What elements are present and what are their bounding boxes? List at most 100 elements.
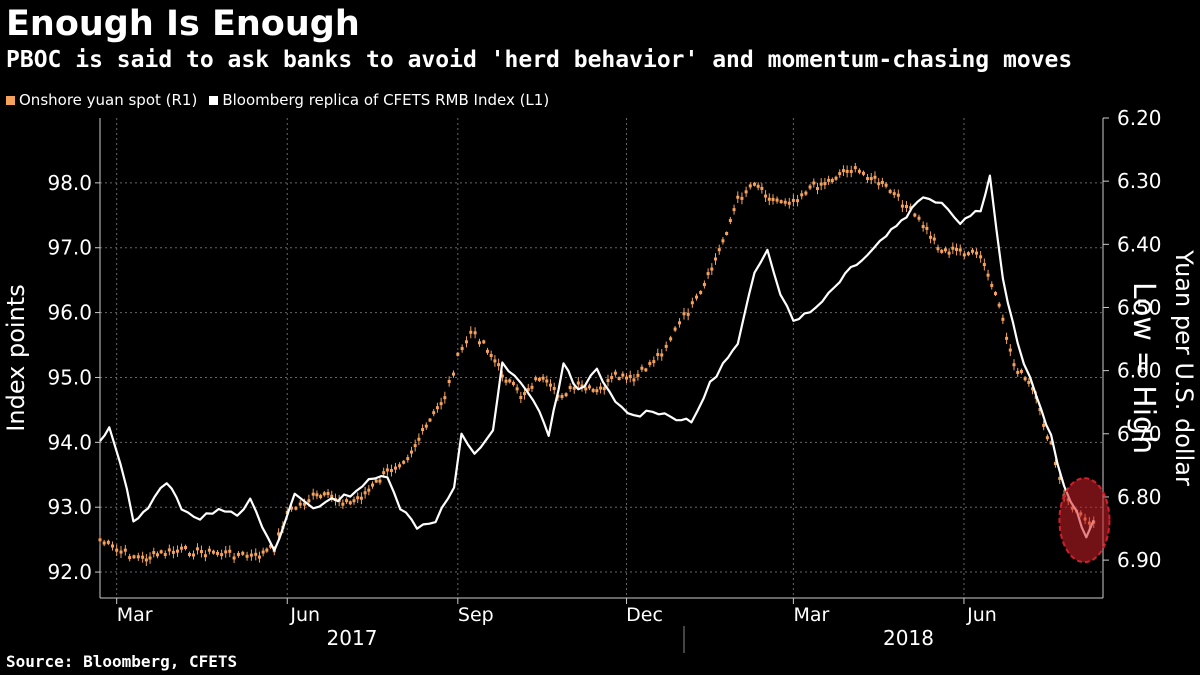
- yuan-candle-body: [417, 437, 421, 441]
- yuan-candle-body: [155, 553, 159, 557]
- yuan-candle-body: [580, 384, 584, 388]
- tick-label-left: 96.0: [47, 301, 92, 325]
- chart-grid: [100, 118, 1103, 598]
- yuan-candle-body: [673, 327, 677, 331]
- yuan-candle-body: [188, 553, 192, 557]
- yuan-candle-body: [447, 379, 451, 383]
- yuan-candle-body: [997, 303, 1001, 307]
- yuan-candle-body: [740, 196, 744, 200]
- yuan-candle-body: [341, 502, 345, 506]
- yuan-candle-body: [925, 226, 929, 230]
- yuan-candle-body: [1019, 369, 1023, 373]
- yuan-candle-body: [955, 247, 959, 251]
- yuan-candle-body: [796, 199, 800, 203]
- yuan-candle-body: [690, 301, 694, 305]
- tick-label-left: 98.0: [47, 171, 92, 195]
- yuan-candle-body: [152, 551, 156, 555]
- yuan-candle-body: [443, 396, 447, 400]
- yuan-candle-body: [519, 395, 523, 399]
- yuan-candle-body: [435, 406, 439, 410]
- yuan-candle-body: [184, 545, 188, 549]
- yuan-candle-body: [599, 386, 603, 390]
- yuan-candle-body: [307, 499, 311, 503]
- yuan-candle-body: [504, 379, 508, 383]
- yuan-candle-body: [932, 237, 936, 241]
- yuan-candle-body: [900, 204, 904, 208]
- yuan-candle-body: [595, 389, 599, 393]
- yuan-candle-body: [119, 550, 123, 554]
- yuan-candle-body: [326, 492, 330, 496]
- yuan-candle-body: [1016, 370, 1020, 374]
- tick-label-month: Mar: [793, 604, 829, 626]
- yuan-candle-body: [303, 502, 307, 506]
- yuan-candle-body: [962, 253, 966, 257]
- yuan-candle-body: [102, 541, 106, 545]
- yuan-candle-body: [482, 340, 486, 344]
- yuan-candle-body: [163, 552, 167, 556]
- yuan-candle-body: [526, 388, 530, 392]
- yuan-candle-body: [123, 548, 127, 552]
- yuan-candle-body: [775, 198, 779, 202]
- legend-item-yuan: Onshore yuan spot (R1): [6, 90, 197, 110]
- yuan-candle-body: [385, 468, 389, 472]
- yuan-candle-body: [979, 255, 983, 259]
- yuan-candle-body: [748, 184, 752, 188]
- yuan-candle-body: [1042, 423, 1046, 427]
- yuan-candle-body: [951, 246, 955, 250]
- tick-label-month: Mar: [117, 604, 153, 626]
- yuan-candle-body: [298, 502, 302, 506]
- yuan-candle-body: [345, 499, 349, 503]
- yuan-candle-body: [464, 340, 468, 344]
- yuan-candle-body: [1031, 387, 1035, 391]
- yuan-candle-body: [371, 483, 375, 487]
- yuan-candle-body: [888, 189, 892, 193]
- yuan-candle-body: [909, 206, 913, 210]
- yuan-candle-body: [115, 548, 119, 552]
- yuan-candle-body: [602, 387, 606, 391]
- yuan-candle-body: [877, 182, 881, 186]
- yuan-candle-body: [175, 549, 179, 553]
- yuan-candle-body: [699, 290, 703, 294]
- yuan-candle-body: [224, 550, 228, 554]
- yuan-candle-body: [311, 492, 315, 496]
- yuan-candle-body: [682, 312, 686, 316]
- yuan-candle-body: [880, 180, 884, 184]
- yuan-candle-body: [1012, 363, 1016, 367]
- yuan-candle-body: [541, 376, 545, 380]
- yuan-candle-body: [767, 197, 771, 201]
- yuan-candle-body: [257, 555, 261, 559]
- yuan-candle-body: [725, 231, 729, 235]
- yuan-candle-body: [849, 169, 853, 173]
- yuan-candle-body: [144, 558, 148, 562]
- yuan-candle-body: [136, 555, 140, 559]
- yuan-candle-body: [402, 460, 406, 464]
- yuan-candle-body: [771, 197, 775, 201]
- yuan-candle-body: [128, 556, 132, 560]
- tick-label-year: 2018: [883, 626, 934, 650]
- yuan-candle-body: [929, 235, 933, 239]
- yuan-candle-body: [632, 378, 636, 382]
- yuan-candle-body: [986, 273, 990, 277]
- yuan-candle-body: [706, 272, 710, 276]
- yuan-candle-body: [787, 201, 791, 205]
- yuan-candle-body: [537, 377, 541, 381]
- yuan-candle-body: [808, 185, 812, 189]
- yuan-candle-body: [606, 379, 610, 383]
- yuan-candle-body: [106, 540, 110, 544]
- yuan-candle-body: [610, 376, 614, 380]
- tick-label-right: 6.40: [1117, 232, 1162, 256]
- tick-label-right: 6.30: [1117, 169, 1162, 193]
- yuan-candle-body: [648, 361, 652, 365]
- yuan-candle-body: [199, 550, 203, 554]
- yuan-candle-body: [203, 554, 207, 558]
- yuan-candle-body: [530, 385, 534, 389]
- yuan-candle-body: [378, 479, 382, 483]
- yuan-candle-body: [572, 386, 576, 390]
- yuan-candle-body: [132, 555, 136, 559]
- tick-label-left: 97.0: [47, 236, 92, 260]
- yuan-candle-body: [406, 457, 410, 461]
- yuan-candle-body: [180, 546, 184, 550]
- yuan-candle-body: [669, 337, 673, 341]
- legend-label-cfets: Bloomberg replica of CFETS RMB Index (L1…: [222, 91, 550, 109]
